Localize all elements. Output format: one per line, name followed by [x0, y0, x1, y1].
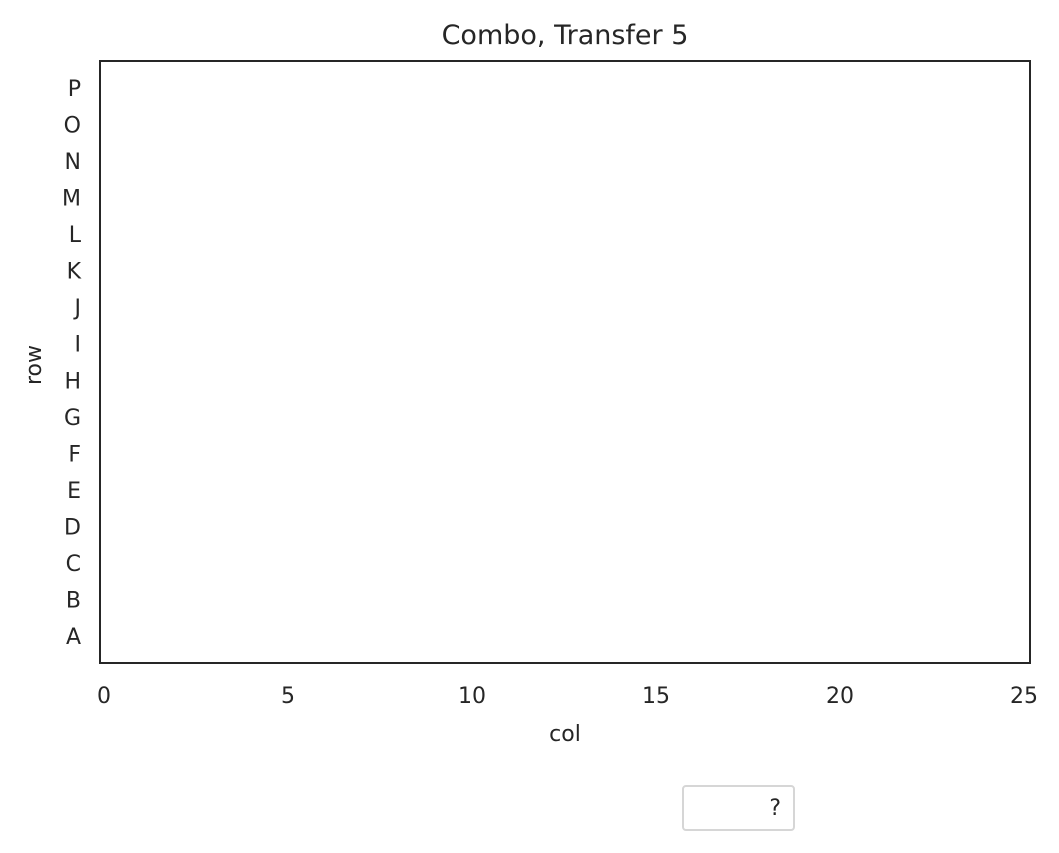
y-tick-label: G: [64, 406, 81, 431]
y-tick-label: H: [64, 369, 81, 394]
x-axis-label: col: [549, 722, 581, 747]
plot-area: [99, 60, 1031, 664]
y-tick-label: P: [68, 77, 81, 102]
x-tick-label: 20: [826, 684, 854, 709]
y-tick-label: L: [69, 223, 82, 248]
x-tick-label: 5: [281, 684, 295, 709]
x-tick-label: 25: [1010, 684, 1038, 709]
y-tick-label: D: [64, 515, 81, 540]
y-tick-label: A: [66, 625, 81, 650]
y-tick-label: C: [66, 552, 81, 577]
y-tick-label: N: [65, 150, 81, 175]
legend-entry: ?: [769, 796, 781, 821]
y-tick-label: O: [64, 114, 81, 139]
y-tick-label: B: [66, 588, 81, 613]
y-tick-label: I: [75, 333, 82, 358]
legend: ?: [682, 785, 795, 831]
x-tick-label: 0: [97, 684, 111, 709]
chart-title: Combo, Transfer 5: [442, 20, 689, 51]
y-tick-label: K: [67, 260, 82, 285]
y-axis-label: row: [22, 345, 47, 385]
x-tick-label: 10: [458, 684, 486, 709]
x-axis-ticks: 0 5 10 15 20 25: [97, 684, 1038, 709]
y-tick-label: J: [73, 296, 82, 321]
x-tick-label: 15: [642, 684, 670, 709]
y-tick-label: F: [68, 442, 81, 467]
y-tick-label: E: [67, 479, 81, 504]
y-tick-label: M: [62, 187, 81, 212]
